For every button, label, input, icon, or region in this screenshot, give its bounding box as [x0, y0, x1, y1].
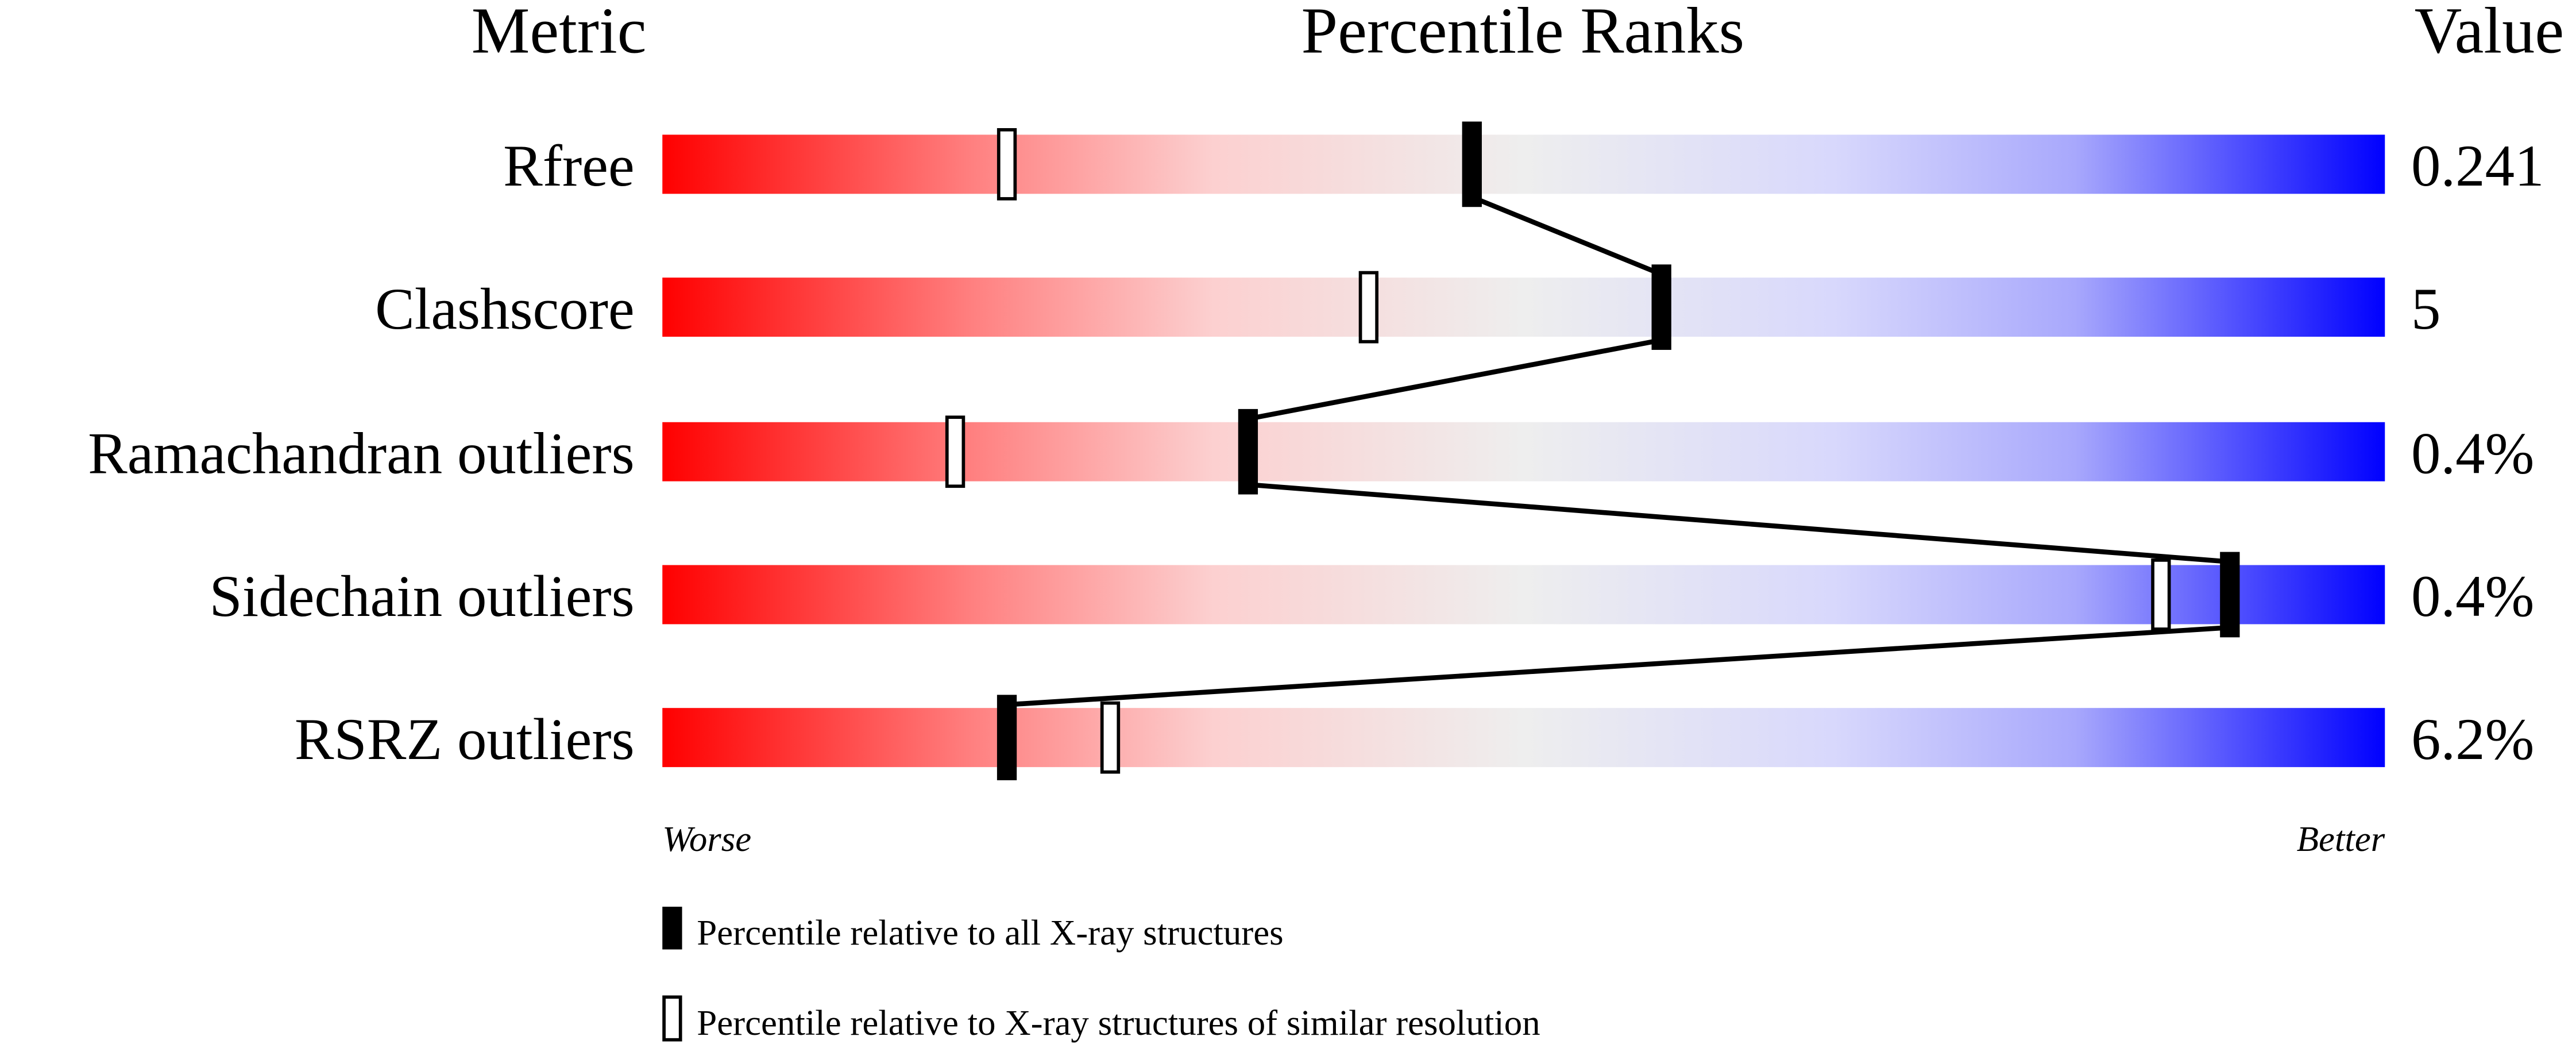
- metric-value: 5: [2411, 276, 2440, 342]
- percentile-bar: [662, 565, 2385, 625]
- metric-value: 0.4%: [2411, 564, 2534, 629]
- metric-value: 0.4%: [2411, 421, 2534, 486]
- percentile-bar: [662, 134, 2385, 194]
- metric-label: Rfree: [503, 133, 635, 199]
- header-metric: Metric: [472, 0, 647, 67]
- row-3: Sidechain outliers 0.4%: [209, 552, 2534, 638]
- all-structures-marker: [2220, 552, 2240, 638]
- all-structures-marker: [1238, 409, 1258, 495]
- similar-resolution-marker: [1100, 701, 1121, 774]
- legend-all-label: Percentile relative to all X-ray structu…: [697, 912, 1283, 953]
- connector-line: [1471, 195, 1663, 277]
- metric-label: Sidechain outliers: [209, 564, 634, 629]
- row-2: Ramachandran outliers 0.4%: [88, 409, 2534, 495]
- all-structures-marker: [1462, 121, 1482, 207]
- all-structures-marker: [1651, 264, 1671, 350]
- row-0: Rfree 0.241: [503, 121, 2544, 207]
- percentile-bar: [662, 708, 2385, 768]
- legend-open-marker: [662, 995, 682, 1042]
- percentile-bar: [662, 422, 2385, 481]
- all-structures-marker: [997, 695, 1017, 780]
- better-label: Better: [2297, 819, 2385, 859]
- metric-label: Clashscore: [375, 276, 635, 342]
- header-value: Value: [2415, 0, 2564, 67]
- similar-resolution-marker: [945, 415, 965, 488]
- row-4: RSRZ outliers 6.2%: [295, 695, 2534, 780]
- worse-label: Worse: [662, 819, 751, 859]
- row-1: Clashscore 5: [375, 264, 2440, 350]
- metric-label: Ramachandran outliers: [88, 421, 635, 486]
- percentile-bar: [662, 278, 2385, 337]
- connector-line: [1248, 337, 1662, 422]
- header-percentile-ranks: Percentile Ranks: [1301, 0, 1745, 67]
- similar-resolution-marker: [2151, 558, 2171, 631]
- similar-resolution-marker: [997, 128, 1017, 201]
- legend-filled-marker: [662, 907, 682, 950]
- metric-value: 6.2%: [2411, 707, 2534, 772]
- metric-label: RSRZ outliers: [295, 707, 635, 772]
- legend-similar-label: Percentile relative to X-ray structures …: [697, 1003, 1540, 1043]
- metric-value: 0.241: [2411, 133, 2544, 199]
- similar-resolution-marker: [1358, 271, 1378, 344]
- connector-line: [1006, 625, 2230, 707]
- connector-line: [1248, 482, 2230, 565]
